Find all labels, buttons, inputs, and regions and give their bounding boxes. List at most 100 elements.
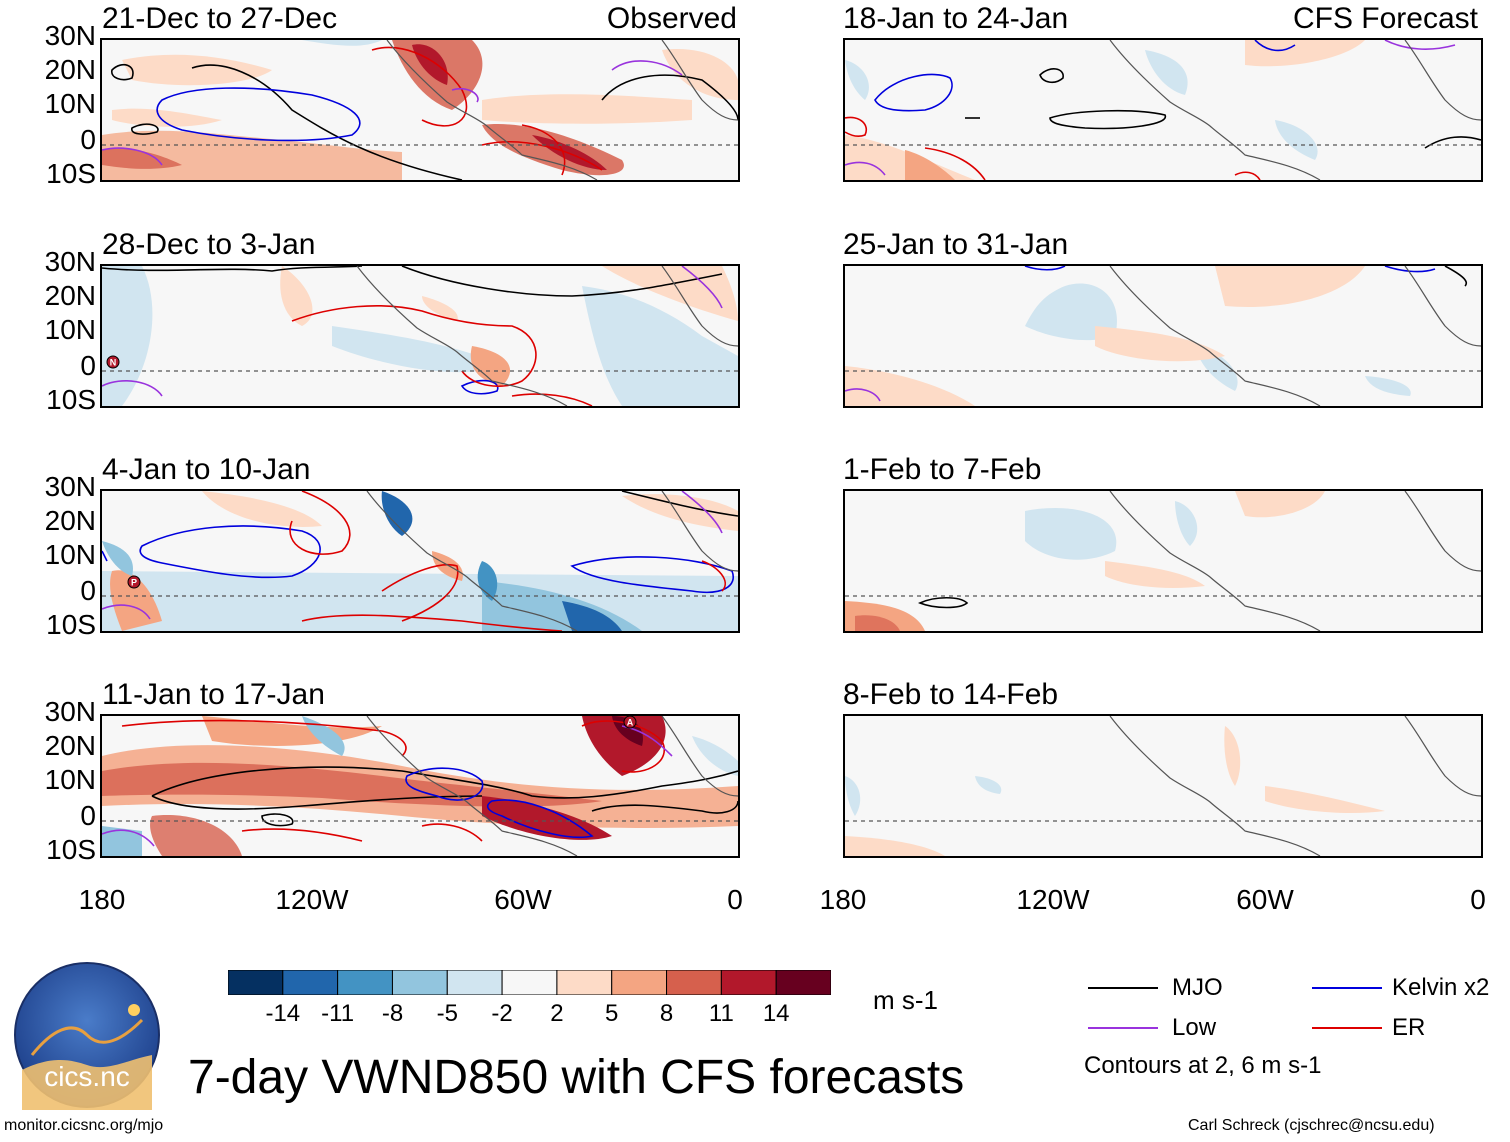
lat-label: 10N: [44, 88, 96, 119]
colorbar: [227, 969, 832, 996]
lat-label: 30N: [44, 696, 96, 727]
wind-anomaly-shading: [102, 491, 738, 631]
low-contours: [102, 60, 683, 166]
mjo-contours: [1444, 266, 1467, 287]
colorbar-swatch: [666, 969, 722, 996]
colorbar-swatch: [391, 969, 448, 996]
storm-marker-p: P: [127, 575, 141, 589]
map-panel-observed-4: A: [100, 714, 740, 858]
colorbar-tick-label: -8: [381, 1000, 404, 1027]
kelvin-contours: [1024, 266, 1436, 273]
lon-label: 0: [727, 884, 743, 915]
colorbar-tick-label: -5: [436, 1000, 458, 1027]
lat-label: 0: [80, 124, 96, 155]
legend-line-low: [1088, 1027, 1158, 1029]
lon-label: 180: [819, 884, 867, 915]
observed-tag: Observed: [606, 2, 737, 35]
lon-label: 120W: [275, 884, 349, 915]
panel-title: 8-Feb to 14-Feb: [843, 678, 1059, 711]
lat-label: 20N: [44, 54, 96, 85]
footer-credit: Carl Schreck (cjschrec@ncsu.edu): [1188, 1117, 1435, 1134]
er-contours: [371, 46, 603, 176]
lat-label: 10S: [46, 384, 96, 415]
kelvin-contours: [405, 767, 594, 839]
storm-marker-label: A: [627, 718, 634, 728]
colorbar-units: m s-1: [873, 985, 938, 1015]
footer-left-link[interactable]: monitor.cicsnc.org/mjo: [4, 1117, 164, 1134]
coastlines: [1109, 40, 1481, 180]
mjo-contours: [917, 596, 969, 609]
colorbar-swatch: [446, 969, 503, 996]
figure-title: 7-day VWND850 with CFS forecasts: [188, 1051, 965, 1104]
colorbar-tick-label: 2: [550, 1000, 564, 1027]
colorbar-tick-label: 11: [708, 1000, 734, 1027]
map-panel-observed-2: N: [100, 264, 740, 408]
lat-label: 0: [80, 800, 96, 831]
storm-marker-label: N: [110, 358, 117, 368]
kelvin-contours: [874, 40, 1296, 112]
panel-title: 25-Jan to 31-Jan: [843, 228, 1069, 261]
panel-title: 21-Dec to 27-Dec: [102, 2, 338, 35]
lon-label: 180: [78, 884, 126, 915]
lat-label: 10S: [46, 609, 96, 640]
wind-anomaly-shading: [102, 716, 738, 856]
lat-label: 10N: [44, 314, 96, 345]
legend-label-low: Low: [1172, 1014, 1217, 1041]
legend-line-mjo: [1088, 987, 1158, 989]
mjo-contours: [151, 766, 738, 827]
lat-label: 20N: [44, 730, 96, 761]
legend-label-er: ER: [1392, 1014, 1426, 1041]
colorbar-tick-label: 14: [762, 1000, 790, 1027]
kelvin-contours: [156, 87, 361, 142]
coastlines: [1109, 491, 1481, 631]
colorbar-tick-label: -14: [265, 1000, 301, 1027]
legend-label-kelvin: Kelvin x2: [1392, 974, 1490, 1001]
logo-text: cics.nc: [44, 1061, 130, 1092]
wind-anomaly-shading: [845, 726, 1385, 856]
map-panel-forecast-2: [843, 264, 1483, 408]
coastlines: [366, 491, 738, 631]
er-contours: [845, 116, 1261, 180]
lat-label: 30N: [44, 246, 96, 277]
wind-anomaly-shading: [102, 40, 738, 180]
lat-label: 20N: [44, 280, 96, 311]
legend-note: Contours at 2, 6 m s-1: [1084, 1052, 1322, 1079]
lat-label: 30N: [44, 20, 96, 51]
low-contours: [845, 40, 1456, 176]
coastlines: [386, 40, 738, 180]
kelvin-contours: [460, 379, 499, 395]
wind-anomaly-shading: [845, 491, 1325, 631]
legend-line-kelvin: [1312, 987, 1382, 989]
lat-label: 10N: [44, 764, 96, 795]
lat-label: 10S: [46, 834, 96, 865]
mjo-contours: [102, 266, 723, 297]
panel-title: 28-Dec to 3-Jan: [102, 228, 316, 261]
mjo-contours: [621, 491, 738, 517]
colorbar-swatch: [775, 969, 832, 996]
coastlines: [366, 716, 738, 856]
lon-label: 120W: [1016, 884, 1090, 915]
colorbar-swatch: [501, 969, 558, 996]
colorbar-tick-label: 8: [659, 1000, 674, 1027]
legend-line-er: [1312, 1027, 1382, 1029]
low-contours: [102, 266, 723, 397]
lat-label: 10N: [44, 539, 96, 570]
storm-marker-a: A: [623, 716, 637, 729]
mjo-contours: [111, 63, 738, 180]
map-panel-forecast-3: [843, 489, 1483, 633]
panel-title: 1-Feb to 7-Feb: [843, 453, 1042, 486]
lat-label: 0: [80, 575, 96, 606]
wind-anomaly-shading: [102, 266, 738, 406]
map-panel-forecast-4: [843, 714, 1483, 858]
map-panel-observed-3: P: [100, 489, 740, 633]
map-panel-forecast-1: [843, 38, 1483, 182]
er-contours: [121, 719, 665, 842]
low-contours: [102, 491, 723, 620]
colorbar-swatch: [720, 969, 777, 996]
lat-label: 20N: [44, 505, 96, 536]
kelvin-contours: [102, 525, 734, 594]
cfs-forecast-tag: CFS Forecast: [1292, 2, 1478, 35]
storm-marker-n: N: [106, 355, 120, 369]
panel-title: 18-Jan to 24-Jan: [843, 2, 1069, 35]
map-panel-observed-1: [100, 38, 740, 182]
